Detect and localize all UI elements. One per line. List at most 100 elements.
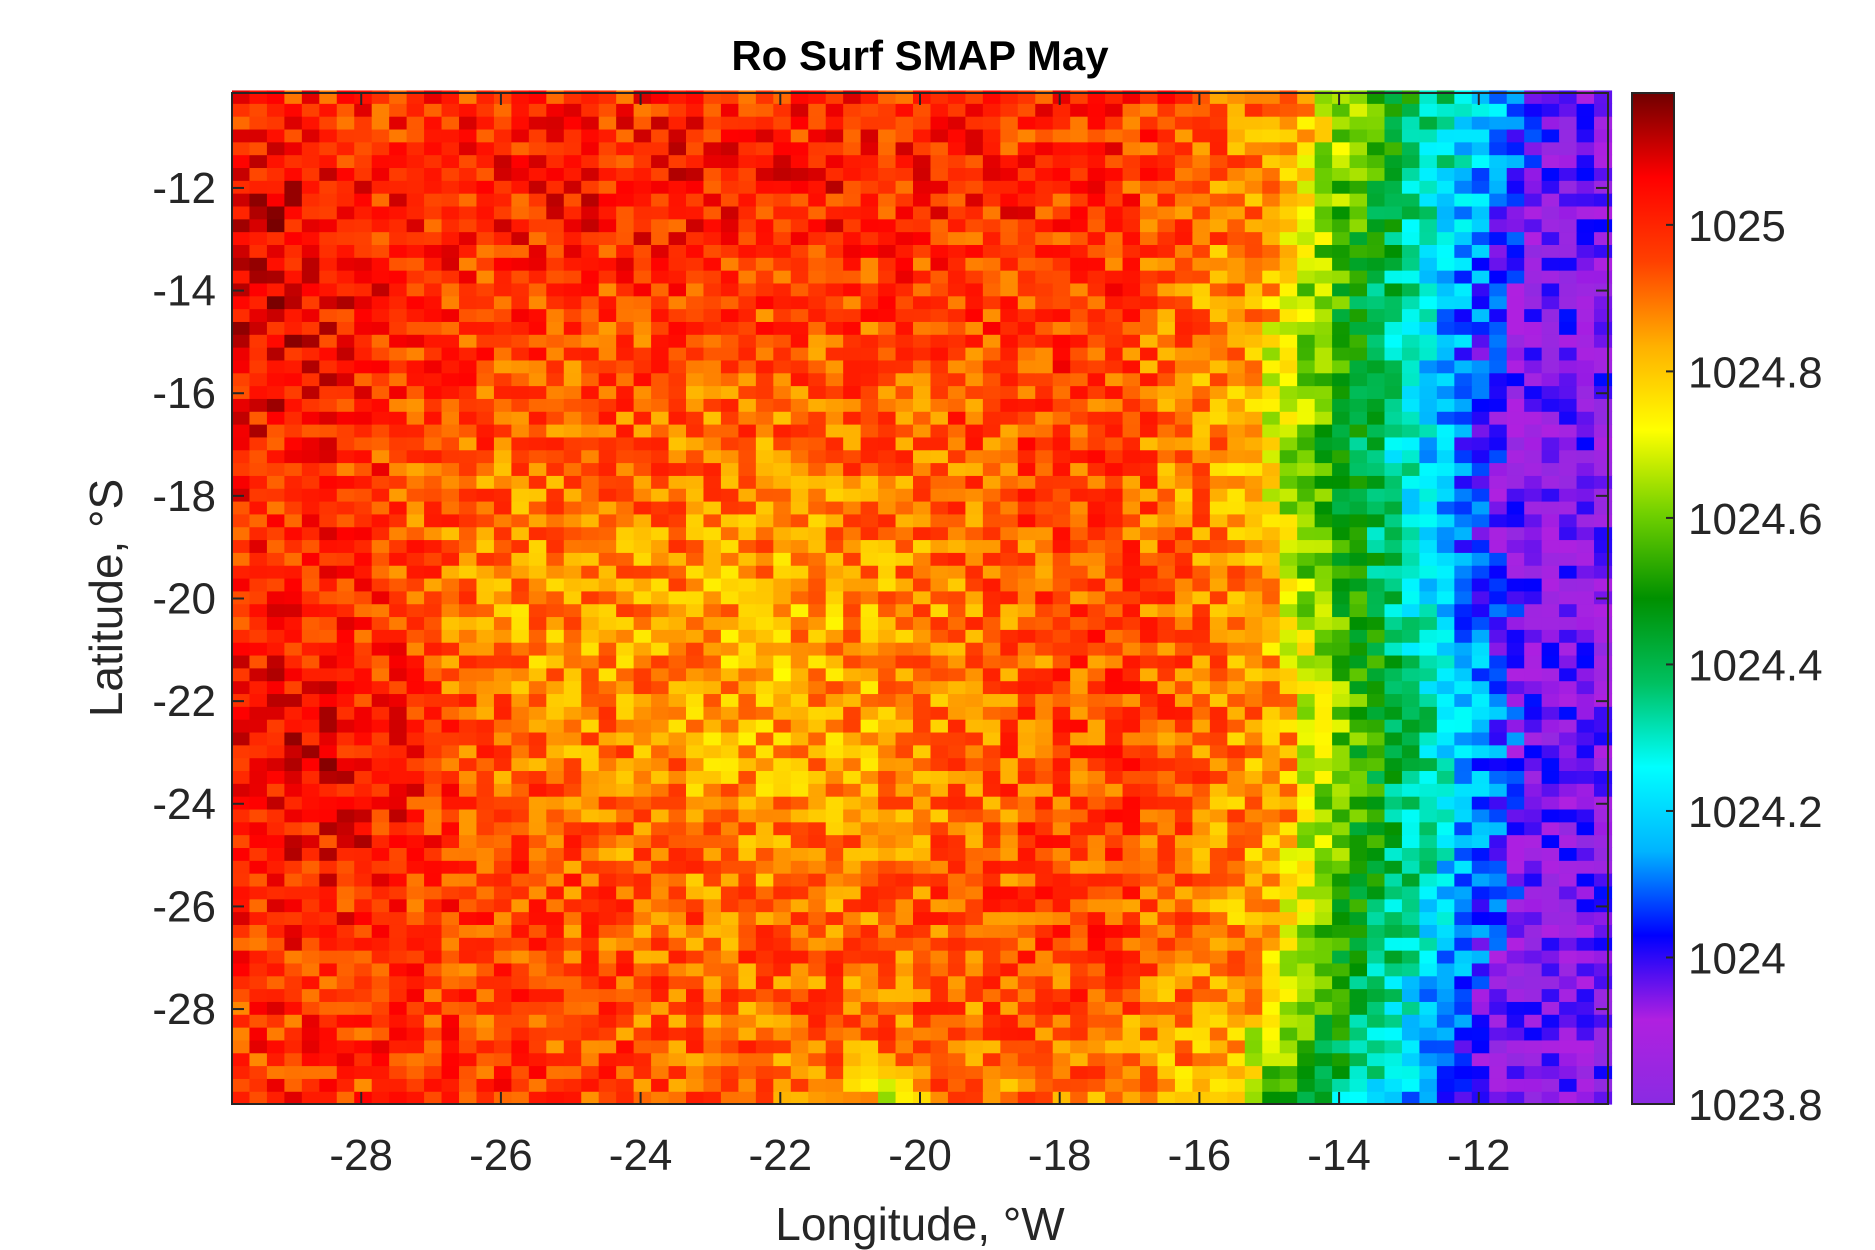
heatmap-cell	[616, 950, 635, 964]
heatmap-cell	[232, 398, 251, 412]
heatmap-cell	[249, 1065, 268, 1079]
heatmap-cell	[1035, 642, 1054, 656]
heatmap-cell	[1436, 1078, 1455, 1092]
heatmap-cell	[424, 975, 443, 990]
heatmap-cell	[1140, 603, 1159, 618]
heatmap-cell	[686, 808, 705, 823]
heatmap-cell	[1209, 770, 1228, 784]
heatmap-cell	[1000, 975, 1019, 990]
heatmap-cell	[1541, 719, 1560, 733]
heatmap-cell	[1524, 321, 1543, 335]
heatmap-cell	[808, 988, 827, 1002]
heatmap-cell	[1017, 372, 1036, 387]
heatmap-cell	[651, 539, 670, 553]
heatmap-cell	[616, 1091, 635, 1105]
heatmap-cell	[651, 757, 670, 772]
heatmap-cell	[1297, 552, 1316, 566]
heatmap-cell	[773, 654, 792, 669]
heatmap-cell	[511, 1052, 530, 1067]
heatmap-cell	[1349, 860, 1368, 874]
heatmap-cell	[1279, 590, 1298, 605]
heatmap-cell	[913, 308, 932, 322]
heatmap-cell	[493, 962, 512, 977]
heatmap-cell	[668, 398, 687, 412]
heatmap-cell	[1087, 1052, 1106, 1067]
heatmap-cell	[1594, 834, 1613, 848]
heatmap-cell	[982, 988, 1001, 1002]
heatmap-cell	[389, 1001, 408, 1015]
heatmap-cell	[581, 603, 600, 618]
heatmap-cell	[1035, 962, 1054, 977]
heatmap-cell	[581, 398, 600, 412]
heatmap-cell	[947, 334, 966, 348]
heatmap-cell	[860, 1014, 879, 1028]
heatmap-cell	[1052, 860, 1071, 874]
heatmap-cell	[1105, 911, 1124, 925]
heatmap-cell	[1070, 372, 1089, 387]
heatmap-cell	[1000, 308, 1019, 322]
heatmap-cell	[511, 693, 530, 707]
heatmap-cell	[1436, 680, 1455, 695]
heatmap-cell	[1436, 1001, 1455, 1015]
heatmap-cell	[1524, 950, 1543, 964]
heatmap-cell	[563, 1091, 582, 1105]
heatmap-cell	[825, 1027, 844, 1041]
heatmap-cell	[1174, 873, 1193, 887]
heatmap-cell	[808, 706, 827, 720]
heatmap-cell	[616, 937, 635, 951]
heatmap-cell	[720, 359, 739, 374]
heatmap-cell	[1297, 1027, 1316, 1041]
heatmap-cell	[581, 937, 600, 951]
heatmap-cell	[1227, 513, 1246, 528]
heatmap-cell	[598, 577, 617, 592]
heatmap-cell	[668, 359, 687, 374]
heatmap-cell	[371, 1027, 390, 1041]
heatmap-cell	[1035, 321, 1054, 335]
heatmap-cell	[1279, 513, 1298, 528]
heatmap-cell	[1332, 962, 1351, 977]
heatmap-cell	[1279, 295, 1298, 310]
heatmap-cell	[1087, 629, 1106, 643]
heatmap-cell	[1209, 475, 1228, 489]
heatmap-cell	[598, 488, 617, 502]
heatmap-cell	[1367, 1065, 1386, 1079]
heatmap-cell	[930, 475, 949, 489]
heatmap-cell	[825, 847, 844, 861]
heatmap-cell	[965, 347, 984, 361]
heatmap-cell	[616, 629, 635, 643]
heatmap-cell	[424, 372, 443, 387]
heatmap-cell	[808, 924, 827, 938]
heatmap-cell	[563, 821, 582, 836]
heatmap-cell	[1401, 911, 1421, 925]
heatmap-cell	[1052, 667, 1071, 682]
heatmap-cell	[319, 334, 338, 348]
heatmap-cell	[581, 988, 600, 1002]
heatmap-cell	[982, 654, 1001, 669]
heatmap-cell	[1262, 629, 1281, 643]
heatmap-cell	[1192, 1052, 1211, 1067]
heatmap-cell	[1541, 488, 1560, 502]
heatmap-cell	[982, 1052, 1001, 1067]
heatmap-cell	[651, 680, 670, 695]
heatmap-cell	[1087, 398, 1106, 412]
heatmap-cell	[773, 962, 792, 977]
heatmap-cell	[1419, 372, 1438, 387]
heatmap-cell	[1262, 1091, 1281, 1105]
heatmap-cell	[808, 385, 827, 399]
heatmap-cell	[616, 898, 635, 913]
heatmap-cell	[1401, 860, 1421, 874]
heatmap-cell	[1000, 706, 1019, 720]
heatmap-cell	[651, 1091, 670, 1105]
heatmap-cell	[1384, 629, 1403, 643]
heatmap-cell	[424, 565, 443, 579]
heatmap-cell	[1559, 847, 1578, 861]
heatmap-cell	[1244, 654, 1263, 669]
heatmap-cell	[982, 885, 1001, 900]
heatmap-cell	[1384, 577, 1403, 592]
heatmap-cell	[1471, 654, 1490, 669]
heatmap-cell	[1227, 1001, 1246, 1015]
heatmap-cell	[1174, 975, 1193, 990]
heatmap-cell	[1140, 783, 1159, 797]
heatmap-cell	[459, 282, 478, 297]
heatmap-cell	[808, 693, 827, 707]
